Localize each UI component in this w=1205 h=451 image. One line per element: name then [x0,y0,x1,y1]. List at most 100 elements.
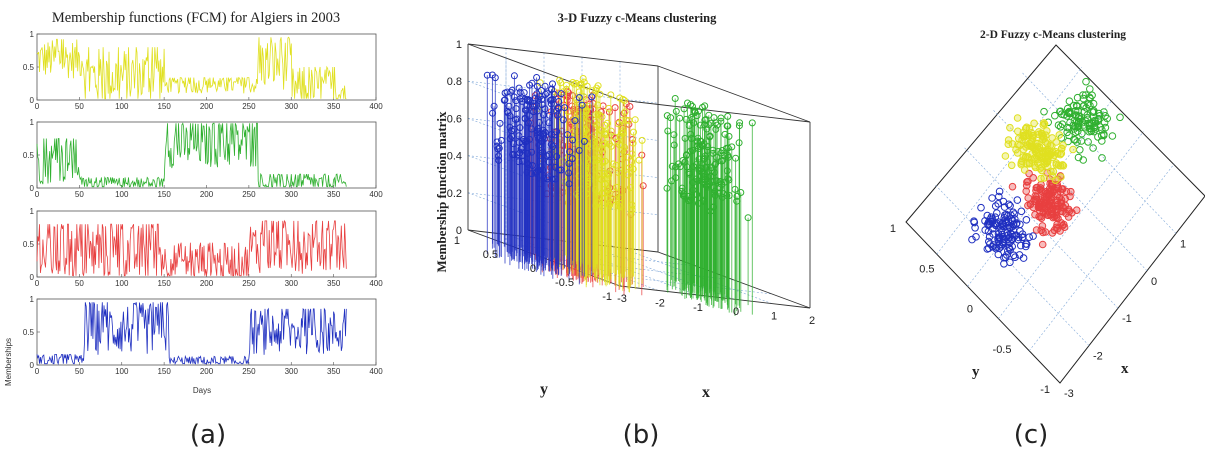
scatter-point [1090,107,1098,115]
stem-marker [548,85,556,93]
cluster-points-1 [1040,77,1124,164]
scatter-point [1045,185,1054,193]
stem-marker [601,121,609,129]
scatter-point [1016,227,1024,235]
z-tick-label: 1 [456,39,462,51]
stem-marker [553,153,561,161]
scatter-point [1043,211,1052,219]
stem-marker [663,184,671,192]
scatter-point [1047,195,1055,203]
scatter-point [1005,233,1013,242]
stem-marker [705,111,713,119]
scatter-point [1089,144,1097,152]
x-tick-label: 150 [157,367,171,376]
scatter-point [1056,188,1065,196]
scatter-point [1017,207,1026,216]
stem-marker [532,169,540,177]
stem-marker [618,129,626,137]
x-tick-label: -1 [1122,313,1132,325]
stem-marker [605,108,613,116]
scatter-point [1071,136,1079,144]
stem-marker [556,76,564,84]
stem-marker [537,87,545,94]
x-tick-label: -1 [693,302,703,314]
stem-marker [672,107,680,115]
stem-marker [566,148,574,156]
y-tick-label: 1 [30,118,35,127]
x-tick-label: 50 [75,190,84,199]
scatter-point [1023,141,1032,149]
stem-marker [635,156,643,164]
scatter-point [985,232,994,241]
scatter-point [1079,91,1087,99]
stem-marker [575,94,583,102]
scatter-point [1094,133,1102,141]
stem-marker [601,170,608,177]
panel-a-ylabel: Memberships [4,338,13,386]
stem-marker [495,152,503,160]
scatter-point [1072,206,1081,214]
x-tick-label: 400 [369,279,383,288]
stem-marker [682,152,690,159]
scatter-point [1000,221,1008,229]
x-tick-label: 350 [327,190,341,199]
scatter-point [1024,194,1032,202]
scatter-point [1024,177,1032,186]
stem-marker [539,126,547,134]
y-tick-label: -0.5 [555,277,574,289]
scatter-point [1026,200,1035,209]
stem-marker [539,131,547,138]
scatter-point [1074,107,1082,115]
scatter-point [1069,121,1077,130]
scatter-point [1079,156,1087,164]
stem-marker [545,158,553,166]
scatter-point [1058,120,1067,128]
membership-series-line [36,122,347,188]
box-edge [657,65,811,123]
stem-marker [682,115,690,123]
grid-line [992,109,1148,272]
x-tick-label: 250 [242,279,256,288]
stem-marker [630,128,637,136]
stem-marker [515,132,523,140]
scatter-point [1006,123,1014,132]
stem-marker [540,130,547,138]
stem-marker [744,214,752,222]
stem-marker [614,120,622,128]
scatter-point [1063,104,1072,113]
stem-marker [621,97,628,104]
x-tick-label: 0 [35,367,40,376]
stem-marker [622,116,630,124]
stem-marker [711,187,719,195]
scatter-point [1017,160,1026,169]
x-tick-label: 200 [200,279,214,288]
x-tick-label: 0 [1151,276,1157,288]
scatter-point [1100,130,1108,138]
scatter-point [1011,253,1019,262]
y-tick-label: 1 [30,295,35,304]
scatter-point [1078,129,1086,138]
scatter-point [1065,124,1073,132]
x-tick-label: 400 [369,102,383,111]
stem-marker [692,161,700,169]
scatter-point [1047,149,1055,157]
stem-marker [629,139,637,147]
x-tick-label: 250 [242,102,256,111]
stem-marker [629,165,637,173]
scatter-point [1022,240,1031,248]
stem-marker [715,189,723,197]
scatter-point [1051,176,1060,184]
x-tick-label: 300 [285,102,299,111]
scatter-point [1048,134,1056,142]
scatter-point [1065,97,1074,105]
y-tick-label: -1 [1040,384,1050,396]
stem-marker [611,133,619,141]
stem-marker [580,137,588,145]
stem-marker [528,148,536,156]
panel-c-2d-fcm: 2-D Fuzzy c-Means clustering -1 -0.5 0 0.5 1… [890,29,1205,400]
scatter-point [1013,196,1022,204]
scatter-point [1001,211,1009,219]
stem-marker [693,191,701,198]
scatter-point [991,202,1000,210]
